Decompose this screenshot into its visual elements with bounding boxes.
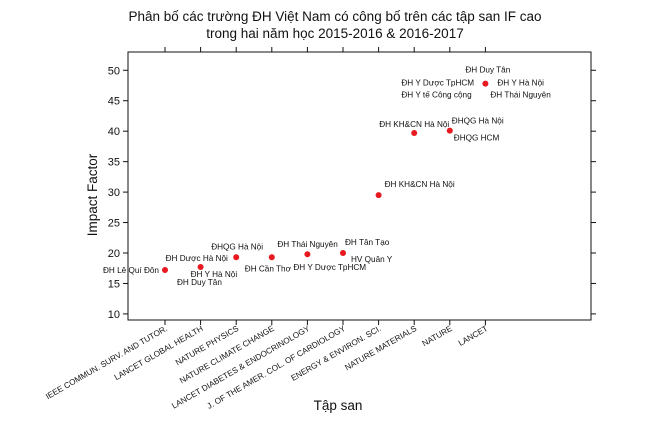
point-annotation: ĐH Thái Nguyên [277, 240, 338, 249]
point-annotation: ĐH Y Hà Nội [191, 270, 238, 279]
y-tick-label: 20 [108, 248, 120, 260]
data-point [411, 130, 418, 137]
data-point [162, 267, 168, 274]
point-annotation: ĐH Thái Nguyên [490, 91, 551, 100]
point-annotation: ĐH Lê Quí Đôn [103, 266, 159, 275]
x-axis-label: Tập san [314, 398, 363, 413]
y-tick-label: 10 [108, 309, 120, 321]
x-category-label: NATURE [421, 324, 455, 349]
y-tick-label: 35 [108, 157, 120, 169]
point-annotation: ĐHQG HCM [454, 134, 500, 143]
y-tick-label: 30 [108, 187, 120, 199]
point-annotation: ĐH Cần Thơ [245, 264, 292, 273]
point-annotation: ĐH Duy Tân [177, 278, 222, 287]
point-annotation: ĐH Y Dược TpHCM [293, 263, 366, 272]
chart-title-line-2: trong hai năm học 2015-2016 & 2016-2017 [206, 26, 463, 41]
data-point [304, 251, 311, 258]
plot-frame [127, 51, 592, 321]
point-annotation: ĐH Y Hà Nội [497, 79, 544, 88]
point-annotation: HV Quân Y [351, 255, 393, 264]
point-annotation: ĐH Y Dược TpHCM [401, 79, 474, 88]
data-point [375, 192, 382, 199]
y-axis-label: Impact Factor [85, 153, 100, 236]
data-point [197, 264, 204, 271]
point-annotation: ĐH Dược Hà Nội [166, 254, 228, 263]
y-tick-label: 25 [108, 218, 120, 230]
point-annotation: ĐH Duy Tân [465, 66, 510, 75]
y-tick-label: 15 [108, 278, 120, 290]
data-point [268, 254, 275, 261]
data-point [340, 250, 346, 256]
data-point [233, 254, 240, 261]
point-annotation: ĐH Tân Tạo [345, 238, 390, 247]
point-annotation: ĐH KH&CN Hà Nội [379, 120, 449, 129]
y-tick-label: 45 [108, 96, 120, 108]
y-tick-label: 50 [108, 65, 120, 77]
data-point [446, 127, 453, 134]
point-annotation: ĐH Y tế Công cộng [401, 91, 472, 100]
chart-title-line-1: Phân bố các trường ĐH Việt Nam có công b… [128, 9, 541, 24]
point-annotation: ĐHQG Hà Nội [211, 242, 263, 251]
point-annotation: ĐHQG Hà Nội [452, 117, 504, 126]
y-tick-label: 40 [108, 126, 120, 138]
point-annotation: ĐH KH&CN Hà Nội [385, 180, 455, 189]
data-point [482, 80, 489, 87]
x-category-label: LANCET [457, 324, 489, 348]
